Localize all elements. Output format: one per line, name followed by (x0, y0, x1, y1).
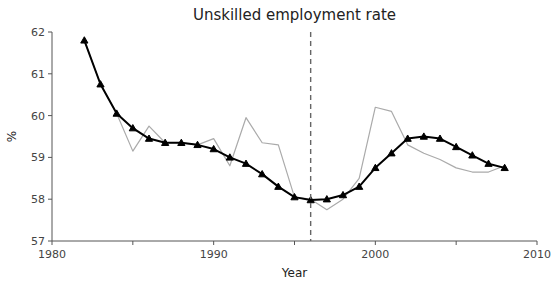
marker (436, 135, 443, 141)
plot-area (81, 32, 509, 241)
marker (97, 81, 104, 87)
y-tick (48, 32, 52, 33)
x-tick (52, 241, 53, 245)
marker (291, 194, 298, 200)
marker (388, 150, 395, 156)
x-tick (132, 241, 133, 245)
x-tick-label: 2000 (361, 248, 389, 261)
marker (226, 154, 233, 160)
y-tick-label: 61 (31, 68, 45, 81)
y-tick-label: 58 (31, 193, 45, 206)
reference-line (310, 32, 311, 241)
y-tick (48, 241, 52, 242)
y-axis-line (52, 32, 53, 241)
x-tick (375, 241, 376, 245)
marker (453, 143, 460, 149)
x-tick (294, 241, 295, 245)
line (84, 40, 504, 209)
marker (420, 133, 427, 139)
marker (404, 135, 411, 141)
marker (178, 139, 185, 145)
y-tick-label: 57 (31, 235, 45, 248)
x-tick (213, 241, 214, 245)
y-tick-label: 62 (31, 26, 45, 39)
y-tick-label: 59 (31, 151, 45, 164)
marker (356, 183, 363, 189)
y-tick (48, 115, 52, 116)
marker (194, 141, 201, 147)
marker (210, 145, 217, 151)
x-tick-label: 2010 (523, 248, 551, 261)
line (84, 40, 504, 200)
y-axis-label: % (5, 131, 19, 142)
title: Unskilled employment rate (193, 6, 396, 24)
x-axis-label: Year (281, 266, 307, 280)
marker (485, 160, 492, 166)
y-tick-label: 60 (31, 110, 45, 123)
y-tick (48, 199, 52, 200)
marker (162, 139, 169, 145)
marker (275, 183, 282, 189)
marker (129, 125, 136, 131)
chart: Unskilled employment rate 57 58 59 60 61 62 198… (0, 0, 555, 285)
marker (339, 191, 346, 197)
x-tick-label: 1990 (200, 248, 228, 261)
marker (323, 196, 330, 202)
marker (145, 135, 152, 141)
x-tick (456, 241, 457, 245)
marker (501, 164, 508, 170)
y-tick (48, 157, 52, 158)
marker (372, 164, 379, 170)
y-tick (48, 73, 52, 74)
x-tick (537, 241, 538, 245)
marker (469, 152, 476, 158)
marker (113, 110, 120, 116)
x-tick-label: 1980 (38, 248, 66, 261)
marker (242, 160, 249, 166)
x-axis-line (52, 241, 537, 242)
marker (259, 171, 266, 177)
marker (81, 37, 88, 43)
